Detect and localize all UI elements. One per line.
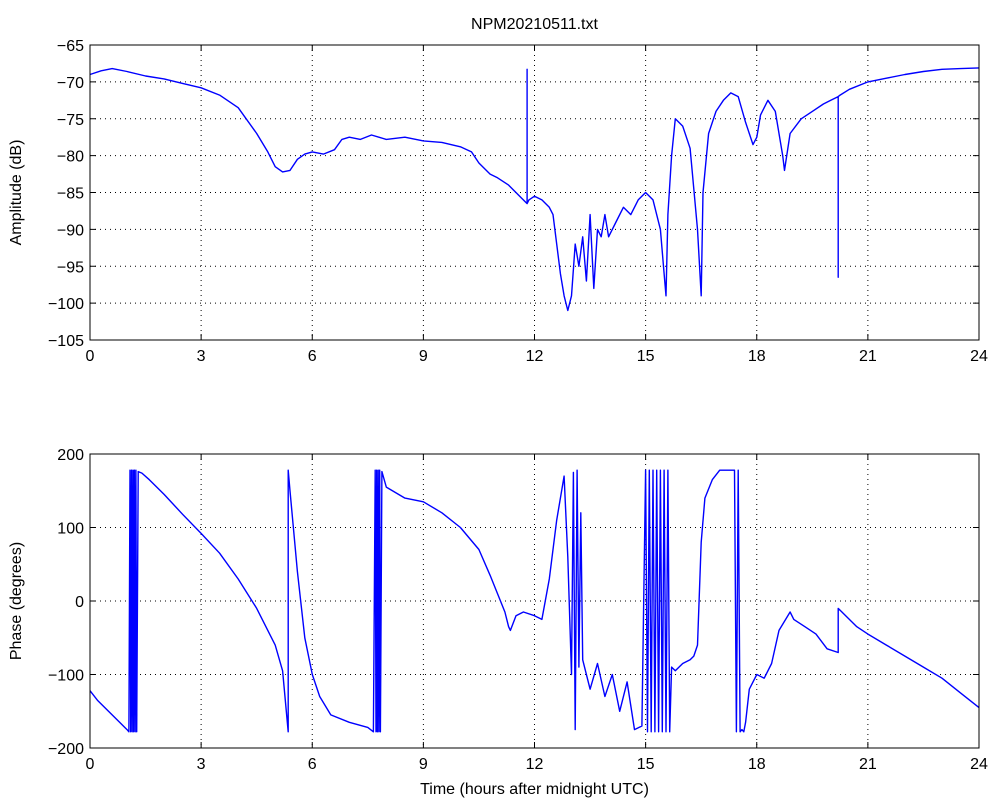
series-line <box>89 469 980 733</box>
x-tick-label: 21 <box>859 756 877 773</box>
series-line <box>89 67 980 312</box>
x-tick-label: 24 <box>970 348 988 365</box>
y-tick-label: −90 <box>57 222 84 239</box>
y-tick-label: −70 <box>57 75 84 92</box>
y-tick-label: −65 <box>57 38 84 55</box>
phase-series <box>89 469 980 733</box>
phase-panel: Phase (degrees) Time (hours after midnig… <box>8 447 988 798</box>
x-tick-label: 6 <box>308 756 317 773</box>
y-tick-label: −95 <box>57 259 84 276</box>
x-tick-label: 0 <box>86 756 95 773</box>
plot-frame <box>89 44 980 341</box>
x-tick-label: 15 <box>637 756 655 773</box>
y-tick-label: −100 <box>48 668 84 685</box>
y-axis-label: Phase (degrees) <box>8 542 25 660</box>
x-axis-label: Time (hours after midnight UTC) <box>420 781 649 798</box>
x-tick-label: 12 <box>526 348 544 365</box>
amplitude-series <box>89 67 980 312</box>
x-tick-label: 3 <box>197 756 206 773</box>
y-tick-label: −85 <box>57 186 84 203</box>
axis-ticks: 0 3 6 9 12 15 18 21 24 −65 −70 −75 −80 −85 −90 −95 −100 −… <box>48 38 988 365</box>
x-tick-label: 21 <box>859 348 877 365</box>
plot-frame <box>89 453 980 749</box>
y-tick-label: −80 <box>57 149 84 166</box>
axis-ticks: 0 3 6 9 12 15 18 21 24 200 100 0 −100 −200 <box>48 447 988 773</box>
x-tick-label: 12 <box>526 756 544 773</box>
grid-lines <box>90 454 979 748</box>
x-tick-label: 9 <box>419 348 428 365</box>
x-tick-label: 0 <box>86 348 95 365</box>
y-tick-label: 0 <box>75 594 84 611</box>
chart-title: NPM20210511.txt <box>471 16 598 33</box>
amplitude-panel: NPM20210511.txt Amplitude (dB) 0 3 6 9 12 15 1… <box>8 16 988 365</box>
y-tick-label: −75 <box>57 112 84 129</box>
x-tick-label: 15 <box>637 348 655 365</box>
x-tick-label: 18 <box>748 756 766 773</box>
x-tick-label: 3 <box>197 348 206 365</box>
grid-lines <box>90 45 979 340</box>
x-tick-label: 9 <box>419 756 428 773</box>
y-axis-label: Amplitude (dB) <box>8 140 25 246</box>
y-tick-label: −200 <box>48 741 84 758</box>
y-tick-label: −100 <box>48 296 84 313</box>
x-tick-label: 6 <box>308 348 317 365</box>
x-tick-label: 24 <box>970 756 988 773</box>
y-tick-label: 200 <box>57 447 84 464</box>
x-tick-label: 18 <box>748 348 766 365</box>
y-tick-label: 100 <box>57 521 84 538</box>
y-tick-label: −105 <box>48 333 84 350</box>
